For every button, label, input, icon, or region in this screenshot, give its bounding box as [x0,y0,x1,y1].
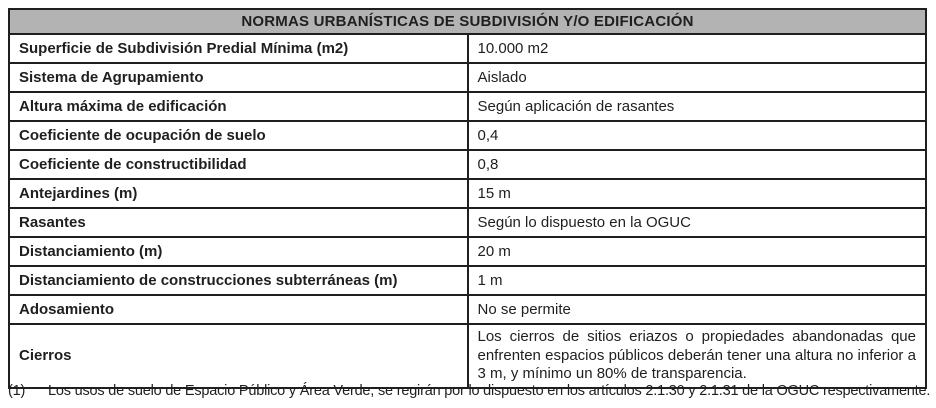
row-value-distanciamiento-subterraneas: 1 m [466,265,927,296]
row-label-altura-maxima: Altura máxima de edificación [8,91,469,122]
row-value-cierros: Los cierros de sitios eriazos o propieda… [466,323,927,389]
row-value-agrupamiento: Aislado [466,62,927,93]
row-value-distanciamiento: 20 m [466,236,927,267]
row-value-superficie: 10.000 m2 [466,33,927,64]
row-label-ocupacion-suelo: Coeficiente de ocupación de suelo [8,120,469,151]
table-row: Coeficiente de ocupación de suelo 0,4 [8,120,927,151]
row-label-distanciamiento-subterraneas: Distanciamiento de construcciones subter… [8,265,469,296]
table-row: Antejardines (m) 15 m [8,178,927,209]
table-row: Rasantes Según lo dispuesto en la OGUC [8,207,927,238]
row-value-ocupacion-suelo: 0,4 [466,120,927,151]
row-label-constructibilidad: Coeficiente de constructibilidad [8,149,469,180]
table-row: Distanciamiento de construcciones subter… [8,265,927,296]
row-label-superficie: Superficie de Subdivisión Predial Mínima… [8,33,469,64]
row-label-cierros: Cierros [8,323,469,389]
table-row: Adosamiento No se permite [8,294,927,325]
row-value-rasantes: Según lo dispuesto en la OGUC [466,207,927,238]
row-value-constructibilidad: 0,8 [466,149,927,180]
table-row: Cierros Los cierros de sitios eriazos o … [8,323,927,389]
row-label-rasantes: Rasantes [8,207,469,238]
footnote: (1) Los usos de suelo de Espacio Público… [8,383,934,399]
table-row: Altura máxima de edificación Según aplic… [8,91,927,122]
row-label-adosamiento: Adosamiento [8,294,469,325]
table-title: NORMAS URBANÍSTICAS DE SUBDIVISIÓN Y/O E… [8,8,927,35]
row-label-antejardines: Antejardines (m) [8,178,469,209]
row-label-agrupamiento: Sistema de Agrupamiento [8,62,469,93]
table-row: Distanciamiento (m) 20 m [8,236,927,267]
row-value-adosamiento: No se permite [466,294,927,325]
row-value-altura-maxima: Según aplicación de rasantes [466,91,927,122]
table-header-row: NORMAS URBANÍSTICAS DE SUBDIVISIÓN Y/O E… [8,8,927,35]
row-value-antejardines: 15 m [466,178,927,209]
row-label-distanciamiento: Distanciamiento (m) [8,236,469,267]
table-row: Superficie de Subdivisión Predial Mínima… [8,33,927,64]
footnote-marker: (1) [8,383,26,399]
normas-urbanisticas-table: NORMAS URBANÍSTICAS DE SUBDIVISIÓN Y/O E… [8,8,927,389]
table-row: Coeficiente de constructibilidad 0,8 [8,149,927,180]
table-row: Sistema de Agrupamiento Aislado [8,62,927,93]
footnote-text: Los usos de suelo de Espacio Público y Á… [48,383,931,399]
